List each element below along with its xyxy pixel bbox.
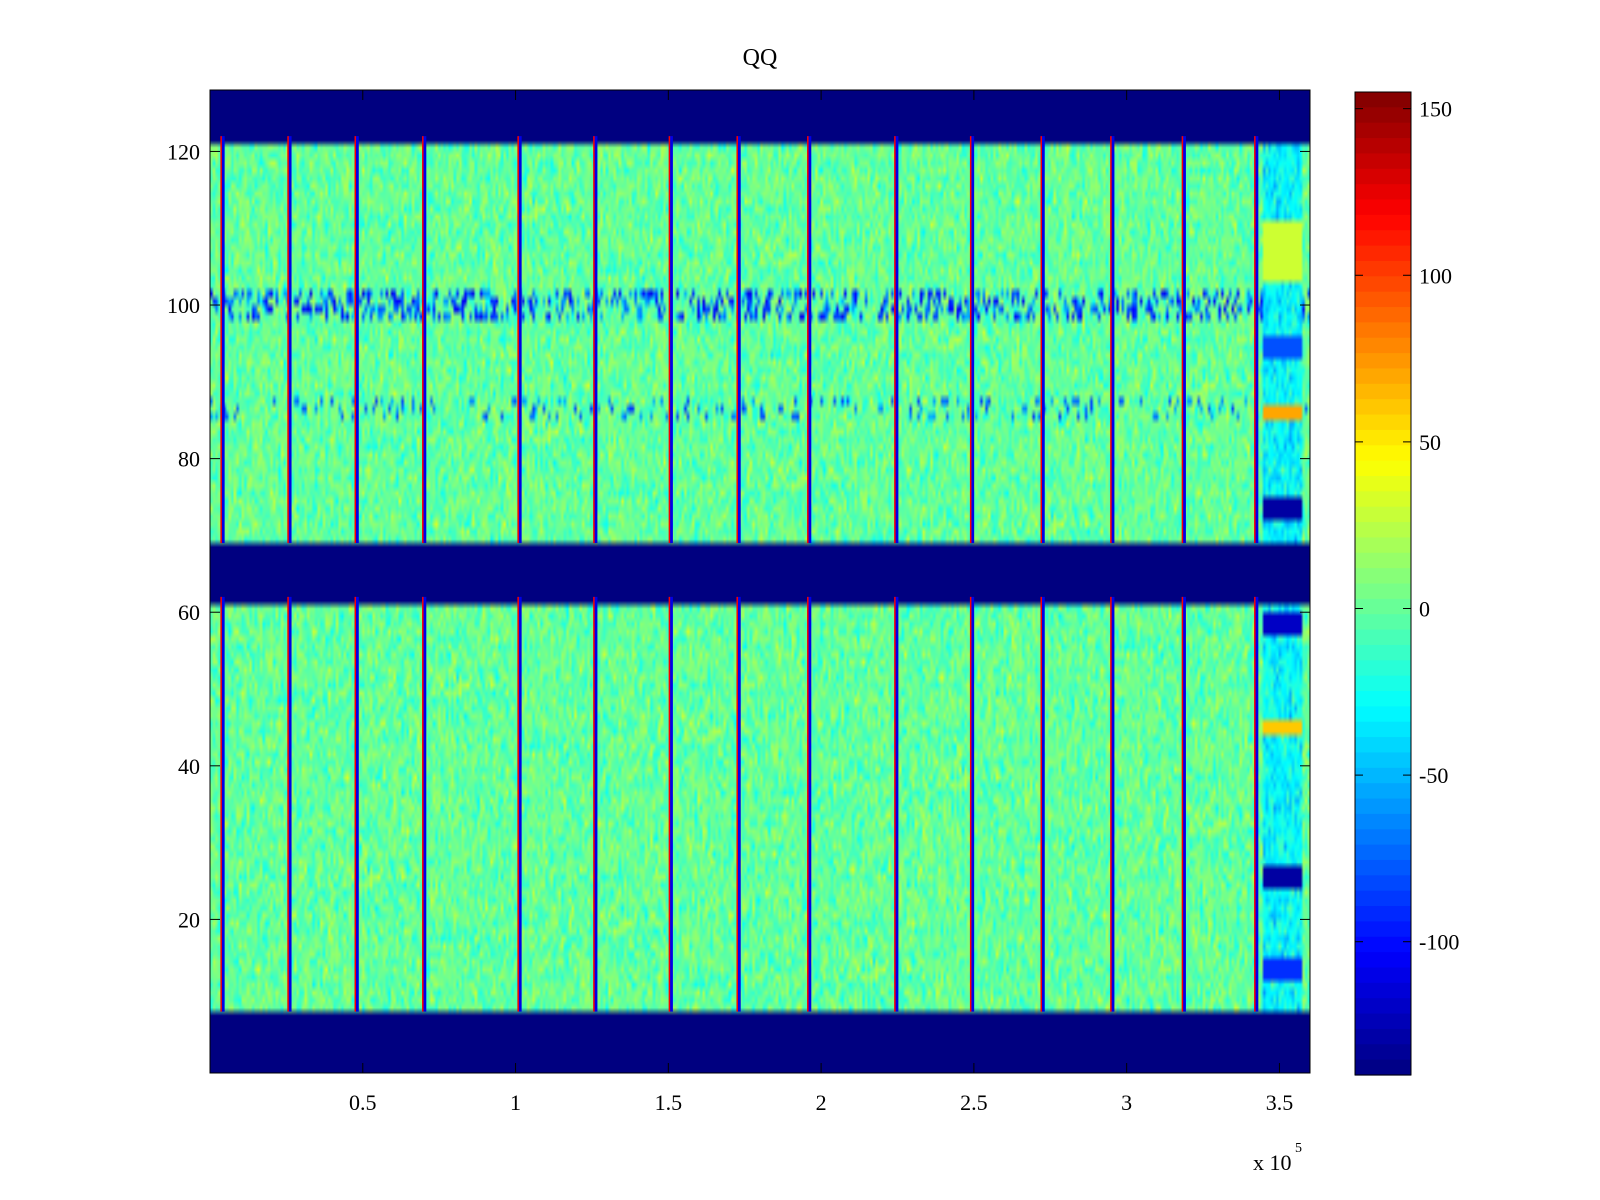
x-exponent-power: 5 (1295, 1141, 1302, 1156)
colorbar-tick-label: 50 (1419, 430, 1441, 455)
colorbar-step (1355, 798, 1411, 815)
colorbar-step (1355, 522, 1411, 539)
x-tick-label: 2 (816, 1090, 827, 1115)
colorbar-step (1355, 844, 1411, 861)
colorbar-step (1355, 199, 1411, 216)
y-tick-label: 100 (167, 293, 200, 318)
colorbar-step (1355, 936, 1411, 953)
colorbar-step (1355, 675, 1411, 692)
colorbar-step (1355, 107, 1411, 124)
colorbar-step (1355, 998, 1411, 1015)
colorbar-step (1355, 414, 1411, 431)
colorbar-step (1355, 368, 1411, 385)
chart-title: QQ (743, 45, 778, 71)
colorbar-step (1355, 859, 1411, 876)
x-exponent-base: x 10 (1253, 1150, 1292, 1175)
colorbar-step (1355, 184, 1411, 201)
colorbar-tick-label: -50 (1419, 763, 1448, 788)
x-tick-label: 1.5 (655, 1090, 683, 1115)
y-tick-label: 80 (178, 447, 200, 472)
colorbar-step (1355, 629, 1411, 646)
y-tick-label: 40 (178, 754, 200, 779)
colorbar-step (1355, 644, 1411, 661)
colorbar-ticks: -100 -50 0 50 100 150 (1355, 97, 1459, 955)
colorbar-step (1355, 291, 1411, 308)
colorbar-step (1355, 122, 1411, 139)
colorbar-step (1355, 475, 1411, 492)
colorbar-step (1355, 583, 1411, 600)
x-tick-label: 0.5 (349, 1090, 377, 1115)
colorbar-step (1355, 691, 1411, 707)
colorbar-step (1355, 153, 1411, 170)
colorbar-tick-label: 100 (1419, 263, 1452, 288)
plot-area (210, 90, 1310, 1073)
colorbar-step (1355, 337, 1411, 354)
colorbar-step (1355, 138, 1411, 155)
colorbar-step (1355, 307, 1411, 323)
colorbar-step (1355, 1028, 1411, 1045)
colorbar-step (1355, 445, 1411, 462)
colorbar-step (1355, 568, 1411, 585)
colorbar-step (1355, 890, 1411, 907)
colorbar-step (1355, 767, 1411, 784)
colorbar-step (1355, 906, 1411, 923)
colorbar-step (1355, 752, 1411, 769)
colorbar-step (1355, 383, 1411, 400)
x-tick-label: 2.5 (960, 1090, 988, 1115)
colorbar-step (1355, 260, 1411, 277)
colorbar-step (1355, 552, 1411, 569)
colorbar-step (1355, 706, 1411, 723)
colorbar-tick-label: -100 (1419, 930, 1459, 955)
colorbar-step (1355, 506, 1411, 523)
colorbar-frame (1354, 91, 1412, 1076)
y-axis: 20 40 60 80 100 120 (167, 139, 1310, 932)
colorbar-step (1355, 322, 1411, 339)
colorbar-step (1355, 245, 1411, 262)
colorbar-step (1355, 537, 1411, 554)
colorbar-step (1355, 1059, 1411, 1076)
colorbar-step (1355, 491, 1411, 508)
colorbar-step (1355, 921, 1411, 938)
colorbar-step (1355, 1013, 1411, 1030)
x-tick-label: 1 (510, 1090, 521, 1115)
colorbar-step (1355, 230, 1411, 247)
y-tick-label: 20 (178, 907, 200, 932)
colorbar-step (1355, 614, 1411, 631)
colorbar-step (1355, 92, 1411, 108)
colorbar-step (1355, 214, 1411, 231)
colorbar-tick-label: 0 (1419, 596, 1430, 621)
colorbar-step (1355, 737, 1411, 754)
colorbar-step (1355, 952, 1411, 969)
y-tick-label: 60 (178, 600, 200, 625)
colorbar-step (1355, 813, 1411, 830)
x-axis: 0.5 1 1.5 2 2.5 3 3.5 (349, 90, 1293, 1115)
colorbar-step (1355, 875, 1411, 892)
colorbar-step (1355, 783, 1411, 800)
x-tick-label: 3.5 (1266, 1090, 1294, 1115)
colorbar-step (1355, 721, 1411, 738)
x-tick-label: 3 (1121, 1090, 1132, 1115)
colorbar-step (1355, 1044, 1411, 1061)
colorbar (1355, 92, 1411, 1076)
colorbar-step (1355, 967, 1411, 984)
colorbar-step (1355, 353, 1411, 370)
y-tick-label: 120 (167, 139, 200, 164)
colorbar-step (1355, 982, 1411, 999)
heatmap-cells (210, 90, 1310, 1073)
colorbar-step (1355, 429, 1411, 446)
plot-frame (209, 89, 1311, 1074)
colorbar-step (1355, 660, 1411, 677)
colorbar-tick-label: 150 (1419, 97, 1452, 122)
colorbar-step (1355, 168, 1411, 185)
colorbar-step (1355, 598, 1411, 615)
colorbar-step (1355, 276, 1411, 293)
colorbar-step (1355, 460, 1411, 477)
colorbar-step (1355, 829, 1411, 846)
colorbar-step (1355, 399, 1411, 416)
